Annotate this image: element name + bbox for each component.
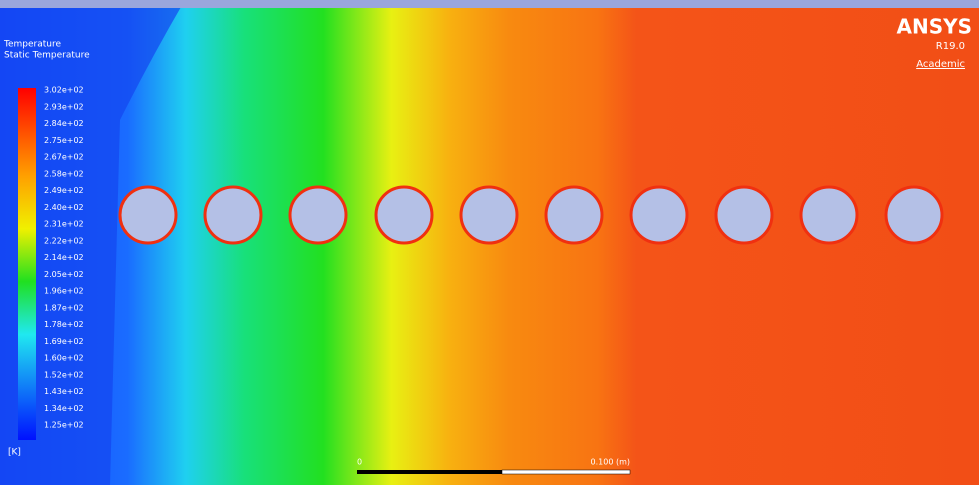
legend-label: 2.40e+02 xyxy=(44,203,84,212)
scale-end: 0.100 (m) xyxy=(591,458,630,467)
legend-title: Temperature xyxy=(3,40,61,50)
legend-label: 2.84e+02 xyxy=(44,119,84,128)
tubes xyxy=(118,185,944,245)
legend-label: 2.14e+02 xyxy=(44,253,84,262)
legend-label: 3.02e+02 xyxy=(44,86,84,95)
legend-label: 1.43e+02 xyxy=(44,387,84,396)
legend-label: 1.87e+02 xyxy=(44,303,84,312)
legend-label: 2.22e+02 xyxy=(44,236,84,245)
legend-unit: [K] xyxy=(8,448,21,458)
legend-label: 1.69e+02 xyxy=(44,337,84,346)
tube xyxy=(374,185,434,245)
scale-bar-dark xyxy=(357,470,502,474)
tube xyxy=(203,185,263,245)
legend-label: 2.58e+02 xyxy=(44,169,84,178)
tube xyxy=(799,185,859,245)
legend-label: 2.31e+02 xyxy=(44,220,84,229)
logo-version: R19.0 xyxy=(936,41,965,52)
legend-label: 2.49e+02 xyxy=(44,186,84,195)
top-border xyxy=(0,0,979,8)
logo-edition: Academic xyxy=(916,59,965,70)
legend-label: 2.67e+02 xyxy=(44,153,84,162)
tube xyxy=(118,185,178,245)
legend-labels: 3.02e+02 2.93e+02 2.84e+02 2.75e+02 2.67e+02… xyxy=(44,86,84,430)
legend-label: 1.34e+02 xyxy=(44,404,84,413)
legend-label: 2.75e+02 xyxy=(44,136,84,145)
legend-label: 2.05e+02 xyxy=(44,270,84,279)
tube xyxy=(884,185,944,245)
scale-bar-light xyxy=(501,469,631,475)
tube xyxy=(629,185,689,245)
legend-label: 1.78e+02 xyxy=(44,320,84,329)
legend-label: 2.93e+02 xyxy=(44,102,84,111)
tube xyxy=(288,185,348,245)
legend-label: 1.60e+02 xyxy=(44,354,84,363)
inlet-region xyxy=(0,0,185,485)
legend-label: 1.52e+02 xyxy=(44,370,84,379)
scale-start: 0 xyxy=(357,458,362,467)
legend-subtitle: Static Temperature xyxy=(4,51,90,61)
color-bar xyxy=(18,88,36,440)
legend-label: 1.25e+02 xyxy=(44,421,84,430)
tube xyxy=(459,185,519,245)
logo-brand: ANSYS xyxy=(896,15,972,39)
legend-label: 1.96e+02 xyxy=(44,287,84,296)
tube xyxy=(544,185,604,245)
tube xyxy=(714,185,774,245)
